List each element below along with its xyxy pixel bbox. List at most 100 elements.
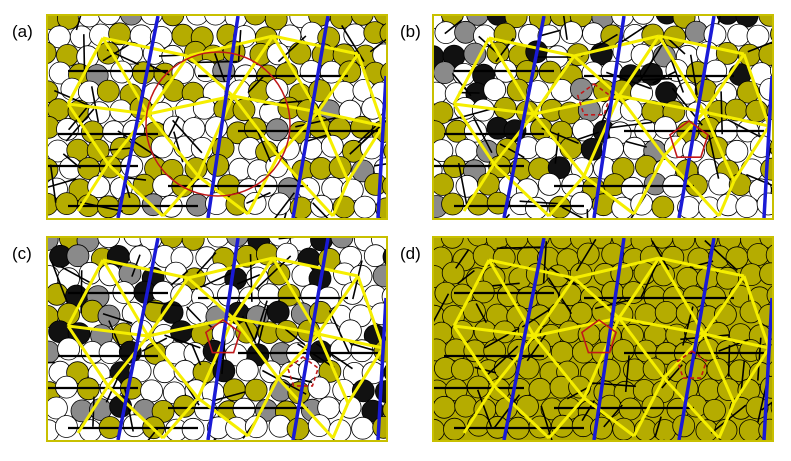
network-edge: [164, 334, 201, 349]
network-edge: [246, 191, 271, 205]
network-edge: [661, 364, 683, 389]
tiling-edge-yellow: [187, 256, 274, 280]
tiling-edge-yellow: [492, 335, 536, 387]
network-edge: [542, 241, 548, 284]
pentagon-solid: [204, 319, 242, 354]
particle-disk: [372, 264, 386, 288]
particle-disk: [264, 16, 288, 31]
tiling-edge-yellow: [231, 257, 275, 319]
panel-c: [46, 236, 388, 442]
particle-disk: [735, 195, 759, 218]
tiling-edge-yellow: [617, 35, 661, 97]
particle-disk: [161, 16, 185, 27]
particle-disk: [441, 192, 465, 216]
tiling-edge-yellow: [317, 110, 384, 128]
tiling-edge-yellow: [462, 163, 496, 212]
tiling-edge-yellow: [492, 113, 536, 165]
network-edge: [83, 34, 86, 73]
particle-disk: [704, 59, 728, 83]
particle-disk: [765, 244, 772, 266]
particle-disk: [725, 139, 749, 163]
particle-disk: [78, 419, 102, 440]
panel-b-svg: [434, 16, 772, 218]
network-edge: [75, 16, 82, 31]
particle-disk: [454, 394, 478, 418]
particle-disk: [382, 401, 386, 419]
panel-label-c: (c): [12, 244, 32, 263]
tiling-edge-yellow: [316, 275, 360, 335]
tiling-edge-blue: [677, 16, 716, 218]
network-edge: [170, 270, 189, 286]
tiling-edge-yellow: [276, 154, 335, 218]
tiling-edge-yellow: [492, 384, 551, 440]
network-edge: [166, 116, 180, 140]
particle-disk: [440, 238, 464, 249]
tiling-edge-yellow: [462, 385, 496, 434]
tiling-edge-yellow: [106, 335, 150, 387]
network-edge: [295, 117, 336, 128]
tiling-edge-yellow: [356, 275, 385, 349]
network-edge: [496, 246, 545, 250]
tiling-edge-yellow: [271, 35, 320, 113]
tiling-edge-yellow: [452, 325, 496, 387]
tiling-edge-yellow: [702, 275, 746, 335]
network-edge: [562, 16, 568, 40]
particle-disk: [569, 301, 593, 325]
network-edge: [576, 131, 600, 141]
network-edge: [689, 54, 698, 96]
tiling-edge-yellow: [717, 180, 736, 217]
network-edge: [609, 121, 653, 129]
tiling-edge-yellow: [573, 34, 660, 58]
tiling-edge-yellow: [533, 316, 620, 338]
particle-disk: [48, 158, 59, 181]
particle-disk: [736, 80, 760, 104]
tiling-edge-yellow: [66, 37, 105, 105]
particle-disk: [770, 402, 772, 413]
tiling-edge-yellow: [317, 332, 384, 350]
particle-disk: [450, 358, 474, 381]
panel-label-d: (d): [400, 244, 421, 263]
tiling-edge-yellow: [742, 275, 771, 349]
tiling-edge-yellow: [147, 316, 234, 338]
particle-disk: [48, 396, 68, 420]
tiling-edge-yellow: [271, 257, 320, 335]
particle-disk: [381, 177, 386, 195]
particle-disk: [434, 139, 454, 162]
network-edge: [727, 345, 731, 377]
tiling-edge-yellow: [488, 36, 575, 58]
tiling-edge-yellow: [658, 256, 745, 278]
particle-disk: [738, 419, 762, 440]
tiling-edge-yellow: [102, 258, 189, 280]
particle-disk: [601, 242, 625, 266]
particle-disk: [703, 398, 726, 422]
panel-label-b: (b): [400, 22, 421, 41]
tiling-edge-yellow: [532, 113, 586, 177]
network-edge: [485, 345, 519, 377]
network-edge: [625, 140, 647, 148]
tiling-edge-yellow: [106, 113, 150, 165]
tiling-edge-yellow: [632, 377, 666, 437]
particle-disk: [383, 143, 386, 159]
network-edge: [561, 206, 584, 218]
tiling-edge-blue: [291, 238, 330, 440]
tiling-edge-blue: [592, 238, 626, 440]
particle-disk: [466, 192, 490, 216]
particle-disk: [207, 238, 230, 248]
network-edge: [434, 293, 450, 323]
tiling-edge-blue: [206, 16, 240, 218]
network-edge: [341, 24, 365, 63]
tiling-edge-yellow: [161, 397, 200, 439]
network-edge: [455, 249, 470, 269]
particle-disk: [601, 280, 625, 304]
particle-disk: [120, 16, 143, 26]
tiling-edge-yellow: [488, 258, 575, 280]
tiling-edge-yellow: [732, 347, 771, 404]
network-edge: [67, 104, 90, 131]
tiling-edge-blue: [762, 297, 772, 440]
particle-disk: [728, 359, 752, 383]
tiling-edge-yellow: [453, 102, 535, 116]
particle-disk: [382, 248, 386, 266]
network-edge: [519, 200, 559, 205]
particle-disk: [770, 64, 772, 78]
tiling-edge-yellow: [632, 155, 666, 215]
